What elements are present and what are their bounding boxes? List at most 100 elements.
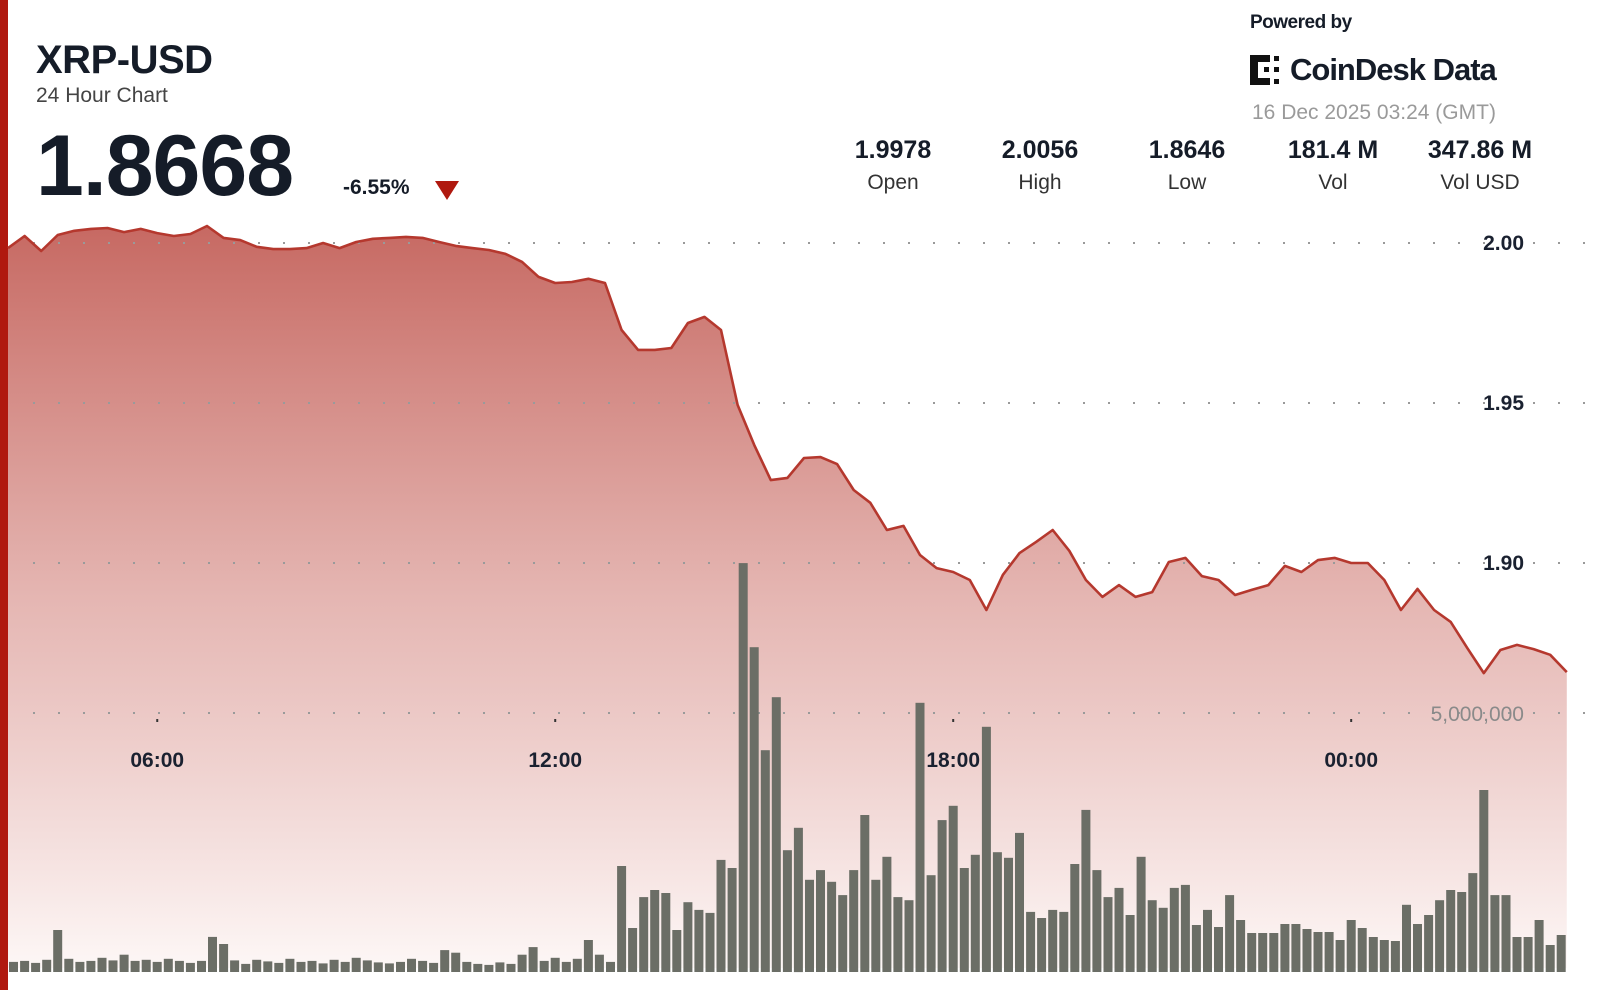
x-tick-label: 06:00 bbox=[130, 749, 184, 772]
volume-bar bbox=[937, 820, 947, 972]
volume-bar bbox=[1446, 890, 1456, 972]
volume-bar bbox=[20, 960, 30, 972]
volume-bar bbox=[528, 947, 538, 972]
volume-bar bbox=[1490, 895, 1500, 972]
y-axis-labels: 2.00 1.95 1.90 5,000,000 bbox=[1431, 232, 1525, 726]
volume-bar bbox=[241, 963, 251, 972]
volume-bar bbox=[661, 893, 671, 972]
volume-bar bbox=[805, 879, 814, 972]
stat-value: 347.86 M bbox=[1427, 136, 1533, 164]
volume-bar bbox=[705, 912, 715, 972]
volume-bar bbox=[1413, 924, 1422, 972]
stat-vol-usd: 347.86 M Vol USD bbox=[1410, 136, 1550, 195]
volume-bar bbox=[1103, 897, 1113, 972]
volume-bar bbox=[1236, 920, 1246, 972]
volume-bar bbox=[1048, 909, 1058, 972]
volume-bar bbox=[97, 957, 107, 972]
volume-bar bbox=[219, 944, 229, 972]
stat-label: Low bbox=[1167, 171, 1207, 194]
volume-bar bbox=[838, 895, 848, 972]
volume-bar bbox=[716, 859, 726, 972]
volume-bar bbox=[827, 881, 837, 972]
volume-bar bbox=[1324, 932, 1334, 972]
volume-bar bbox=[1114, 887, 1124, 972]
volume-bar bbox=[1534, 920, 1544, 972]
volume-bar bbox=[1468, 873, 1478, 972]
volume-bar bbox=[1501, 895, 1511, 972]
volume-bar bbox=[1203, 909, 1212, 972]
volume-bar bbox=[539, 960, 549, 972]
volume-bars bbox=[9, 563, 1566, 973]
volume-bar bbox=[860, 815, 870, 972]
stat-value: 1.8646 bbox=[1148, 136, 1226, 164]
volume-bar bbox=[1191, 925, 1201, 972]
volume-bar bbox=[1070, 864, 1080, 972]
volume-bar bbox=[329, 959, 339, 972]
volume-bar bbox=[163, 958, 173, 972]
volume-bar bbox=[1225, 895, 1235, 972]
stat-label: Open bbox=[867, 171, 919, 194]
volume-bar bbox=[440, 950, 450, 972]
volume-bar bbox=[572, 958, 582, 972]
volume-bar bbox=[373, 962, 383, 972]
volume-bar bbox=[495, 962, 505, 972]
volume-bar bbox=[782, 850, 792, 972]
volume-bar bbox=[130, 960, 140, 972]
stat-value: 1.9978 bbox=[854, 136, 932, 164]
stat-label: Vol USD bbox=[1440, 171, 1520, 194]
x-tick-label: 12:00 bbox=[528, 749, 582, 772]
timestamp: 16 Dec 2025 03:24 (GMT) bbox=[1252, 101, 1496, 124]
volume-bar bbox=[1269, 933, 1279, 972]
volume-bar bbox=[1015, 832, 1024, 972]
volume-bar bbox=[1523, 937, 1533, 972]
volume-bar bbox=[1368, 937, 1378, 972]
volume-bar bbox=[274, 962, 284, 972]
coindesk-data-logo: CoinDesk Data bbox=[1250, 52, 1497, 88]
volume-bar bbox=[208, 936, 217, 972]
volume-bar bbox=[42, 959, 52, 972]
volume-bar bbox=[75, 961, 85, 972]
volume-bar bbox=[617, 866, 627, 972]
volume-bar bbox=[672, 930, 682, 972]
volume-bar bbox=[771, 697, 781, 972]
volume-bar bbox=[484, 964, 494, 972]
volume-bar bbox=[992, 852, 1002, 972]
volume-bar bbox=[1545, 945, 1555, 972]
volume-bar bbox=[197, 960, 206, 972]
price-line bbox=[7, 224, 1568, 675]
brand-name: CoinDesk Data bbox=[1290, 52, 1497, 87]
x-axis-labels: 06:00 12:00 18:00 00:00 bbox=[130, 719, 1378, 772]
volume-bar bbox=[1512, 937, 1522, 972]
volume-bar bbox=[849, 870, 859, 972]
stat-vol: 181.4 M Vol bbox=[1263, 136, 1403, 195]
volume-bar bbox=[1556, 935, 1566, 972]
volume-bar bbox=[793, 827, 803, 973]
y-tick-label: 1.90 bbox=[1483, 552, 1524, 575]
volume-bar bbox=[1158, 907, 1168, 972]
volume-bar bbox=[108, 960, 118, 972]
volume-bar bbox=[893, 897, 903, 972]
volume-bar bbox=[351, 957, 361, 972]
volume-bar bbox=[1136, 856, 1146, 972]
volume-bar bbox=[1424, 915, 1434, 972]
volume-bar bbox=[904, 900, 914, 972]
volume-bar bbox=[462, 961, 472, 972]
volume-bar bbox=[1457, 892, 1467, 972]
volume-bar bbox=[1379, 940, 1389, 972]
volume-bar bbox=[606, 961, 615, 972]
volume-bar bbox=[230, 960, 240, 972]
volume-bar bbox=[263, 961, 273, 972]
volume-bar bbox=[1346, 920, 1356, 972]
volume-bar bbox=[152, 961, 162, 972]
volume-bar bbox=[141, 959, 151, 972]
volume-bar bbox=[683, 902, 693, 972]
stat-label: High bbox=[1018, 171, 1062, 194]
volume-bar bbox=[1302, 929, 1312, 972]
y-tick-label: 2.00 bbox=[1483, 232, 1524, 255]
volume-bar bbox=[727, 868, 737, 972]
volume-bar bbox=[694, 909, 704, 972]
volume-bar bbox=[418, 960, 428, 972]
volume-bar bbox=[749, 647, 759, 972]
stat-low: 1.8646 Low bbox=[1117, 136, 1257, 195]
volume-bar bbox=[174, 960, 184, 972]
